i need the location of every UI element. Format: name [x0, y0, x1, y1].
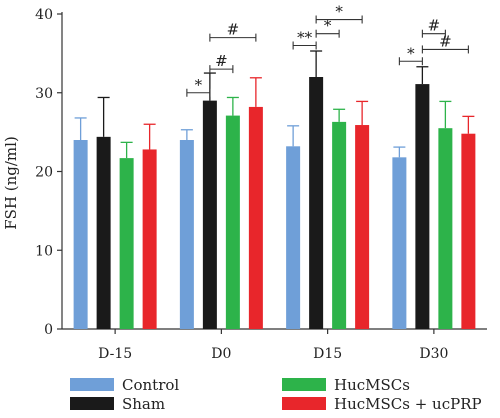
bar — [119, 158, 134, 329]
legend-label: Control — [122, 376, 179, 394]
significance-label: # — [227, 21, 240, 39]
significance-label: * — [195, 76, 203, 94]
legend-label: HucMSCs — [334, 376, 410, 394]
bars — [73, 77, 476, 330]
bar — [392, 157, 407, 329]
significance-label: # — [439, 32, 452, 50]
legend-label: HucMSCs + ucPRP — [334, 395, 482, 413]
significance-markers: *## *****## — [186, 3, 469, 97]
x-tick-label: D0 — [211, 346, 231, 362]
bar — [286, 146, 301, 329]
x-tick-label: D30 — [419, 346, 448, 362]
significance-label: ** — [297, 29, 313, 47]
x-tick-label: D15 — [313, 346, 342, 362]
legend-swatch — [282, 397, 326, 410]
bar — [248, 106, 263, 329]
y-tick-label: 40 — [35, 7, 53, 23]
bar — [96, 136, 111, 329]
legend-label: Sham — [122, 395, 165, 413]
axes: 0 10 20 30 40 D-15 D0 D15 D30 — [35, 7, 487, 362]
bar — [438, 128, 453, 329]
bar — [142, 149, 157, 329]
y-tick-label: 0 — [44, 322, 53, 338]
y-tick-label: 10 — [35, 243, 53, 259]
y-axis-label: FSH (ng/ml) — [2, 136, 20, 230]
bar — [73, 140, 88, 329]
legend-swatch — [70, 397, 114, 410]
bar — [355, 125, 370, 329]
y-tick-label: 30 — [35, 86, 53, 102]
bar — [179, 140, 194, 329]
bar — [225, 115, 240, 330]
bar — [332, 121, 347, 329]
bar — [461, 133, 476, 329]
legend-swatch — [70, 378, 114, 391]
significance-label: * — [335, 3, 343, 21]
significance-label: * — [324, 17, 332, 35]
significance-label: # — [215, 52, 228, 70]
bar — [415, 84, 430, 330]
error-bars — [74, 50, 475, 159]
bar — [202, 100, 217, 329]
x-tick-label: D-15 — [98, 346, 132, 362]
significance-label: # — [428, 17, 441, 35]
legend-swatch — [282, 378, 326, 391]
y-tick-label: 20 — [35, 165, 53, 181]
significance-label: * — [407, 44, 415, 62]
bar — [309, 77, 324, 329]
